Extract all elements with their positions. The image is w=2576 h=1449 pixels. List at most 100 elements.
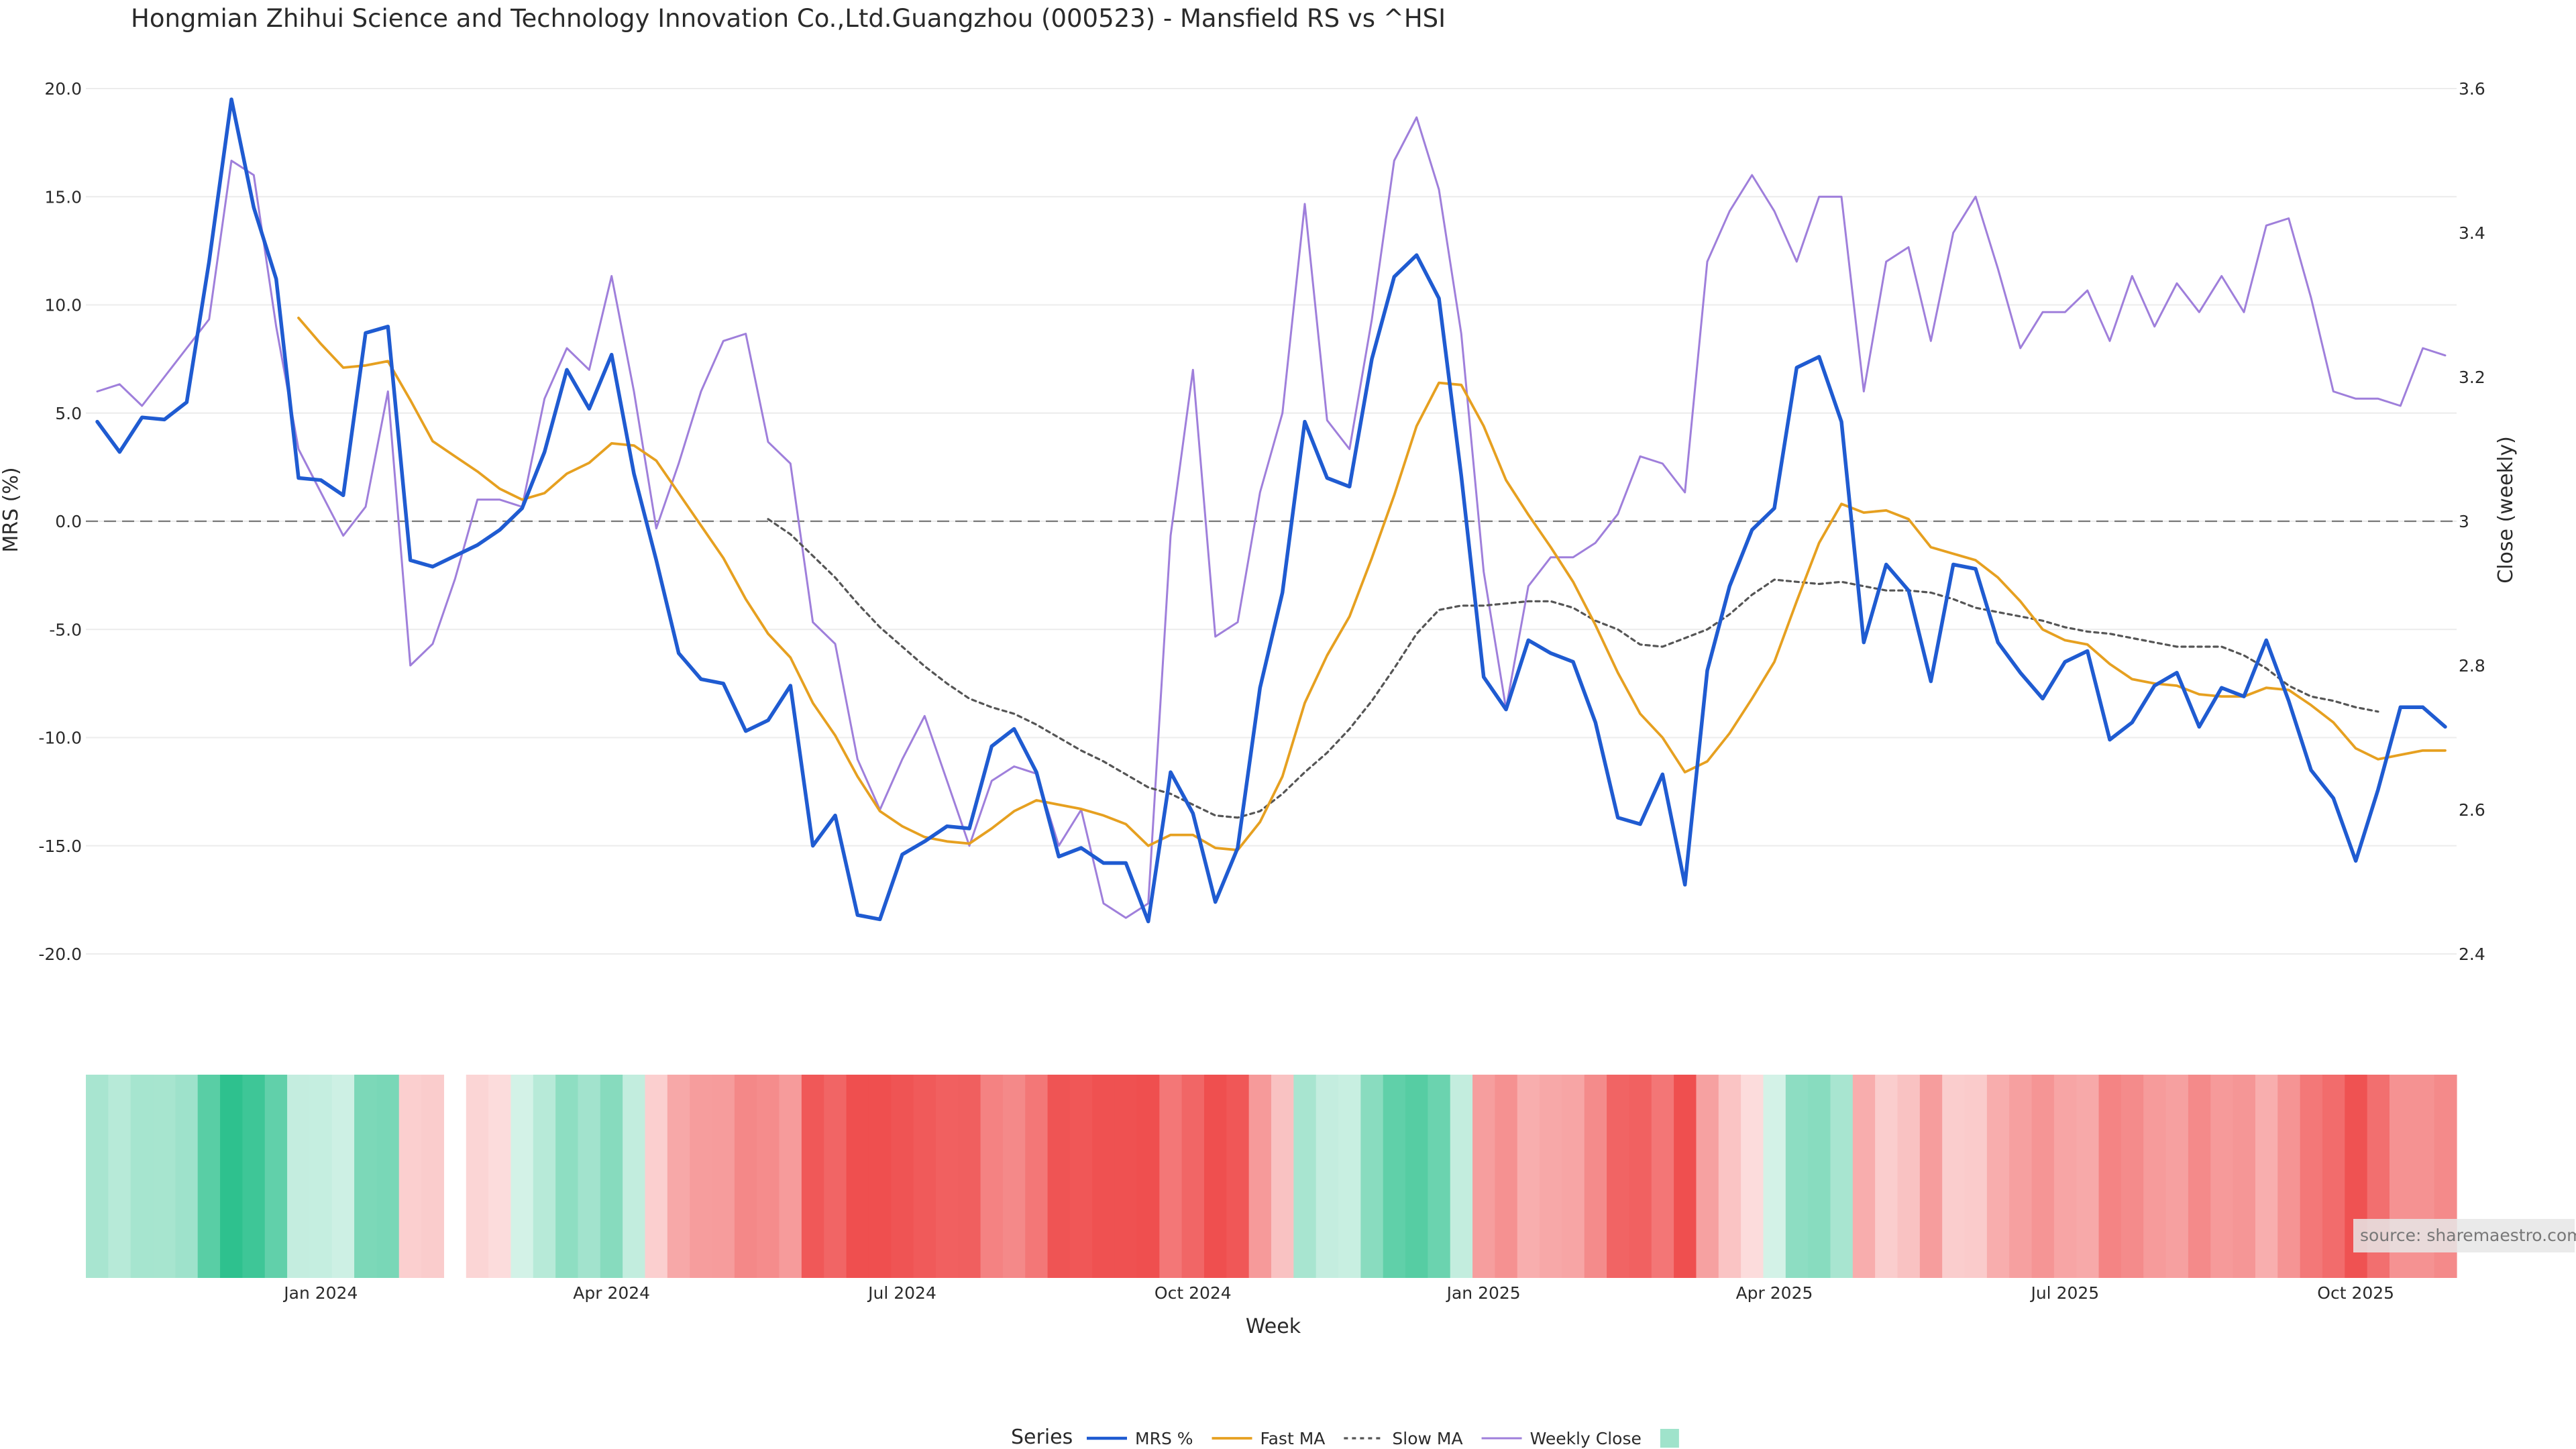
- heat-cell: [1852, 1075, 1876, 1278]
- heat-cell: [1338, 1075, 1361, 1278]
- legend-title: Series: [1011, 1426, 1073, 1449]
- heat-cell: [824, 1075, 847, 1278]
- heat-cell: [175, 1075, 199, 1278]
- left-tick-label: -15.0: [38, 837, 82, 856]
- right-tick-label: 3.4: [2459, 223, 2485, 243]
- x-tick-label: Jul 2024: [867, 1283, 936, 1303]
- left-tick-label: 20.0: [44, 79, 82, 99]
- heat-cell: [958, 1075, 981, 1278]
- x-tick-label: Apr 2024: [573, 1283, 650, 1303]
- heat-cell: [1830, 1075, 1854, 1278]
- left-tick-label: 5.0: [55, 404, 82, 423]
- legend-item-label: MRS %: [1135, 1429, 1193, 1448]
- right-tick-label: 3.2: [2459, 368, 2485, 387]
- heat-cell: [2277, 1075, 2301, 1278]
- heat-cell: [1718, 1075, 1741, 1278]
- heat-cell: [600, 1075, 623, 1278]
- x-tick-label: Jan 2024: [282, 1283, 358, 1303]
- heat-cell: [1405, 1075, 1428, 1278]
- heat-cell: [1808, 1075, 1831, 1278]
- heat-cell: [466, 1075, 489, 1278]
- heat-cell: [1629, 1075, 1652, 1278]
- heat-cell: [1562, 1075, 1585, 1278]
- heat-cell: [1942, 1075, 1966, 1278]
- heat-cell: [667, 1075, 690, 1278]
- heat-cell: [331, 1075, 355, 1278]
- heat-cell: [1203, 1075, 1227, 1278]
- right-tick-label: 2.4: [2459, 945, 2485, 964]
- heat-cell: [623, 1075, 646, 1278]
- left-tick-label: -10.0: [38, 729, 82, 748]
- heat-cell: [1763, 1075, 1786, 1278]
- heat-cell: [197, 1075, 221, 1278]
- heat-cell: [1360, 1075, 1384, 1278]
- left-tick-label: 0.0: [55, 512, 82, 531]
- heat-cell: [1136, 1075, 1160, 1278]
- heat-cell: [645, 1075, 668, 1278]
- heat-cell: [86, 1075, 109, 1278]
- heat-cell: [220, 1075, 243, 1278]
- series-layer: [95, 97, 2447, 924]
- heat-cell: [846, 1075, 869, 1278]
- left-tick-label: -20.0: [38, 945, 82, 964]
- heat-cell: [488, 1075, 512, 1278]
- heat-cell: [1875, 1075, 1898, 1278]
- heat-cell: [1226, 1075, 1250, 1278]
- heat-cell: [1919, 1075, 1943, 1278]
- series-line-mrs: [95, 97, 2447, 924]
- legend-item-label: Weekly Close: [1530, 1429, 1642, 1448]
- heat-cell: [712, 1075, 735, 1278]
- x-axis-ticks: Jan 2024 Apr 2024 Jul 2024 Oct 2024 Jan 2025…: [282, 1283, 2394, 1303]
- right-axis-label: Close (weekly): [2494, 436, 2518, 584]
- heat-cell: [1248, 1075, 1272, 1278]
- heat-cell: [1383, 1075, 1406, 1278]
- legend: Series MRS % Fast MA Slow MA Weekly Close: [1011, 1426, 1679, 1449]
- heat-cell: [1159, 1075, 1183, 1278]
- legend-item-label: Slow MA: [1392, 1429, 1462, 1448]
- series-line-fast-ma: [297, 317, 2447, 852]
- heat-cell: [2300, 1075, 2323, 1278]
- heat-cell: [108, 1075, 131, 1278]
- heat-cell: [264, 1075, 288, 1278]
- heat-cell: [980, 1075, 1004, 1278]
- grid: [86, 88, 2457, 955]
- heat-cell: [153, 1075, 176, 1278]
- heat-cell: [2076, 1075, 2100, 1278]
- heat-cell: [1181, 1075, 1205, 1278]
- heat-cell: [1495, 1075, 1518, 1278]
- heat-strip: [86, 1075, 2457, 1278]
- heat-cell: [1540, 1075, 1563, 1278]
- heat-cell: [779, 1075, 802, 1278]
- heat-cell: [578, 1075, 601, 1278]
- right-axis-ticks: 3.6 3.4 3.2 3 2.8 2.6 2.4: [2459, 79, 2485, 964]
- x-axis-label: Week: [1246, 1315, 1301, 1338]
- heat-cell: [2031, 1075, 2055, 1278]
- heat-cell: [935, 1075, 959, 1278]
- heat-cell: [757, 1075, 780, 1278]
- heat-cell: [1741, 1075, 1764, 1278]
- source-box: source: sharemaestro.com: [2353, 1219, 2576, 1252]
- series-line-weekly-close: [96, 116, 2447, 919]
- heat-cell: [130, 1075, 154, 1278]
- heat-cell: [533, 1075, 556, 1278]
- right-tick-label: 3: [2459, 512, 2469, 531]
- heat-cell: [1428, 1075, 1451, 1278]
- heat-cell: [1584, 1075, 1607, 1278]
- heat-cell: [2053, 1075, 2077, 1278]
- heat-cell: [2322, 1075, 2345, 1278]
- series-line-slow-ma: [767, 518, 2379, 819]
- heat-cell: [1114, 1075, 1138, 1278]
- heat-cell: [1897, 1075, 1921, 1278]
- heat-cell: [2210, 1075, 2234, 1278]
- heat-cell: [2143, 1075, 2167, 1278]
- heat-cell: [1674, 1075, 1697, 1278]
- heat-cell: [421, 1075, 445, 1278]
- heat-cell: [1293, 1075, 1317, 1278]
- chart-title: Hongmian Zhihui Science and Technology I…: [131, 4, 1446, 33]
- heat-cell: [1092, 1075, 1116, 1278]
- heat-cell: [1607, 1075, 1630, 1278]
- heat-cell: [734, 1075, 757, 1278]
- x-tick-label: Jul 2025: [2029, 1283, 2099, 1303]
- left-axis-ticks: 20.0 15.0 10.0 5.0 0.0 -5.0 -10.0 -15.0 -20.0: [38, 79, 82, 964]
